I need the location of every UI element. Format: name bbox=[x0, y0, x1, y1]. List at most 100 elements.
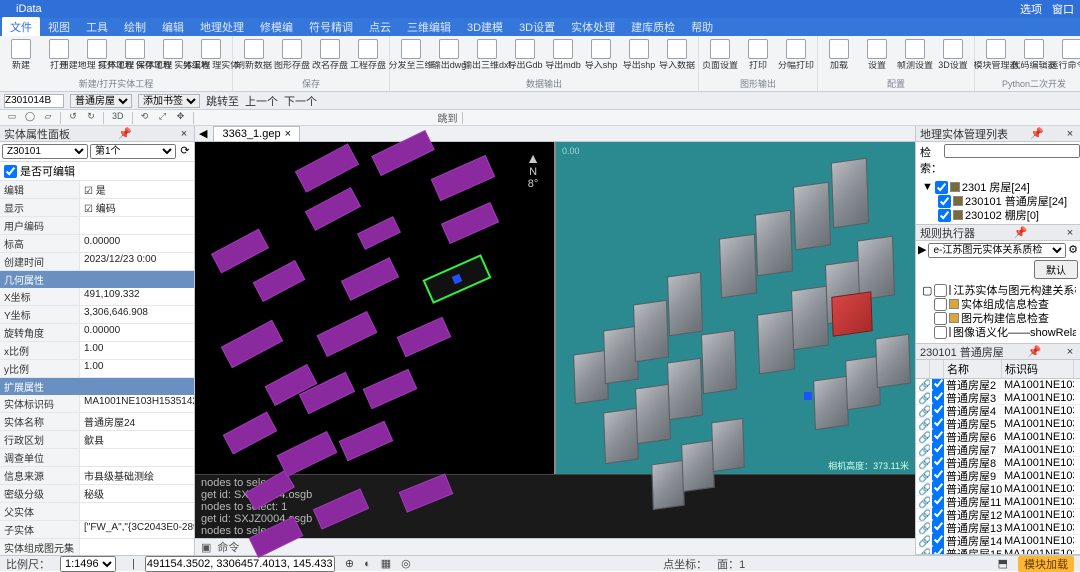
list-col[interactable] bbox=[916, 360, 930, 378]
module-load-badge[interactable]: 模块加载 bbox=[1018, 556, 1074, 572]
ribbon-button[interactable]: 导出shp bbox=[622, 38, 656, 70]
building-model[interactable] bbox=[633, 300, 669, 362]
tree-checkbox[interactable] bbox=[938, 195, 951, 208]
rule-checkbox[interactable] bbox=[934, 326, 947, 339]
property-value[interactable] bbox=[80, 503, 194, 520]
menu-item[interactable]: 建库质检 bbox=[623, 17, 683, 37]
rules-select[interactable]: e-江苏图元实体关系质检 bbox=[928, 243, 1066, 258]
property-value[interactable]: 0.00000 bbox=[80, 235, 194, 252]
property-value[interactable]: 秘级 bbox=[80, 485, 194, 502]
menu-item[interactable]: 地理处理 bbox=[192, 17, 252, 37]
link-icon[interactable]: 🔗 bbox=[918, 380, 930, 392]
tool-icon[interactable]: ✥ bbox=[173, 111, 189, 124]
row-checkbox[interactable] bbox=[932, 442, 944, 455]
ribbon-button[interactable]: 输出三维dxf bbox=[470, 38, 504, 70]
settings-icon[interactable]: ⚙ bbox=[1068, 243, 1078, 258]
menu-item[interactable]: 实体处理 bbox=[563, 17, 623, 37]
property-row[interactable]: 旋转角度0.00000 bbox=[0, 324, 194, 342]
map-feature[interactable] bbox=[253, 260, 306, 302]
status-icon[interactable]: ⬒ bbox=[998, 557, 1008, 570]
editable-checkbox[interactable] bbox=[4, 165, 17, 178]
coords-input[interactable] bbox=[145, 556, 335, 572]
link-icon[interactable]: 🔗 bbox=[918, 484, 930, 496]
property-value[interactable]: 491,109.332 bbox=[80, 288, 194, 305]
property-value[interactable]: 普通房屋24 bbox=[80, 413, 194, 430]
link-icon[interactable]: 🔗 bbox=[918, 549, 930, 555]
mode-3d-label[interactable]: 3D bbox=[108, 111, 128, 124]
map-feature[interactable] bbox=[431, 155, 496, 201]
rule-checkbox[interactable] bbox=[934, 298, 947, 311]
property-row[interactable]: 用户编码 bbox=[0, 217, 194, 235]
menu-item[interactable]: 绘制 bbox=[116, 17, 154, 37]
menu-item[interactable]: 3D设置 bbox=[511, 17, 563, 37]
tool-icon[interactable]: ◯ bbox=[22, 111, 38, 124]
row-checkbox[interactable] bbox=[932, 507, 944, 520]
map-feature[interactable] bbox=[363, 369, 418, 409]
property-row[interactable]: 实体组成图元集 bbox=[0, 539, 194, 555]
tree-node[interactable]: ▼ 2301 房屋[24] bbox=[918, 180, 1078, 194]
map-feature[interactable] bbox=[341, 257, 399, 300]
building-model[interactable] bbox=[813, 376, 849, 431]
building-model[interactable] bbox=[603, 408, 639, 465]
property-value[interactable]: 歙县 bbox=[80, 431, 194, 448]
row-checkbox[interactable] bbox=[932, 533, 944, 546]
link-icon[interactable]: 🔗 bbox=[918, 458, 930, 470]
link-icon[interactable]: 🔗 bbox=[918, 445, 930, 457]
property-row[interactable]: 父实体 bbox=[0, 503, 194, 521]
row-checkbox[interactable] bbox=[932, 455, 944, 468]
rules-tree[interactable]: ▢ 江苏实体与图元构建关系检查 实体组成信息检查 图元构建信息检查 图像语义化—… bbox=[918, 281, 1078, 341]
tool-icon[interactable]: ▱ bbox=[40, 111, 56, 124]
tool-icon[interactable]: ▦ bbox=[381, 557, 391, 570]
row-checkbox[interactable] bbox=[932, 494, 944, 507]
close-icon[interactable]: × bbox=[178, 128, 190, 140]
building-model[interactable] bbox=[711, 418, 745, 472]
property-row[interactable]: y比例1.00 bbox=[0, 360, 194, 378]
property-value[interactable]: 1.00 bbox=[80, 360, 194, 377]
link-icon[interactable]: 🔗 bbox=[918, 406, 930, 418]
building-model[interactable] bbox=[831, 291, 872, 336]
list-col[interactable]: 标识码 bbox=[1002, 360, 1074, 378]
property-row[interactable]: 行政区划歙县 bbox=[0, 431, 194, 449]
entity-index-select[interactable]: 第1个 bbox=[90, 144, 176, 159]
pin-icon[interactable]: 📌 bbox=[1014, 226, 1026, 239]
property-value[interactable]: 市县级基础测绘 bbox=[80, 467, 194, 484]
link-icon[interactable]: 🔗 bbox=[918, 536, 930, 548]
building-model[interactable] bbox=[755, 210, 793, 277]
document-tab[interactable]: 3363_1.gep × bbox=[213, 126, 300, 141]
tool-icon[interactable]: ↻ bbox=[83, 111, 99, 124]
rule-node[interactable]: ▢ 江苏实体与图元构建关系检查 bbox=[920, 283, 1076, 297]
ribbon-button[interactable]: 图形存盘 bbox=[275, 38, 309, 70]
row-checkbox[interactable] bbox=[932, 390, 944, 403]
list-item[interactable]: 🔗普通房屋15MA1001NE103H1535... bbox=[916, 548, 1080, 554]
tree-node[interactable]: 230101 普通房屋[24] bbox=[918, 194, 1078, 208]
tree-checkbox[interactable] bbox=[935, 181, 948, 194]
map-feature[interactable] bbox=[441, 202, 499, 244]
list-col[interactable] bbox=[930, 360, 944, 378]
close-icon[interactable]: × bbox=[285, 128, 291, 140]
property-value[interactable]: 3,306,646.908 bbox=[80, 306, 194, 323]
ribbon-button[interactable]: 分发至三维 bbox=[394, 38, 428, 70]
play-icon[interactable]: ▶ bbox=[918, 243, 926, 258]
property-row[interactable]: x比例1.00 bbox=[0, 342, 194, 360]
building-model[interactable] bbox=[757, 310, 795, 375]
menu-item[interactable]: 帮助 bbox=[683, 17, 721, 37]
ribbon-button[interactable]: 改名存盘 bbox=[313, 38, 347, 70]
building-model[interactable] bbox=[651, 460, 685, 510]
ribbon-button[interactable]: 导入数据 bbox=[660, 38, 694, 70]
menu-options[interactable]: 选项 bbox=[1020, 1, 1042, 17]
ribbon-button[interactable]: 代码编辑器 bbox=[1017, 38, 1051, 70]
map-feature[interactable] bbox=[211, 229, 269, 274]
map-feature[interactable] bbox=[221, 320, 283, 368]
menu-window[interactable]: 窗口 bbox=[1052, 1, 1074, 17]
ribbon-button[interactable]: 导入shp bbox=[584, 38, 618, 70]
property-row[interactable]: 标高0.00000 bbox=[0, 235, 194, 253]
link-icon[interactable]: 🔗 bbox=[918, 497, 930, 509]
building-model[interactable] bbox=[875, 334, 911, 389]
row-checkbox[interactable] bbox=[932, 481, 944, 494]
property-value[interactable] bbox=[80, 539, 194, 555]
property-value[interactable]: 2023/12/23 0:00 bbox=[80, 253, 194, 270]
ribbon-button[interactable]: 页面设置 bbox=[703, 38, 737, 70]
map-feature[interactable] bbox=[339, 421, 394, 461]
link-icon[interactable]: 🔗 bbox=[918, 510, 930, 522]
link-icon[interactable]: 🔗 bbox=[918, 419, 930, 431]
